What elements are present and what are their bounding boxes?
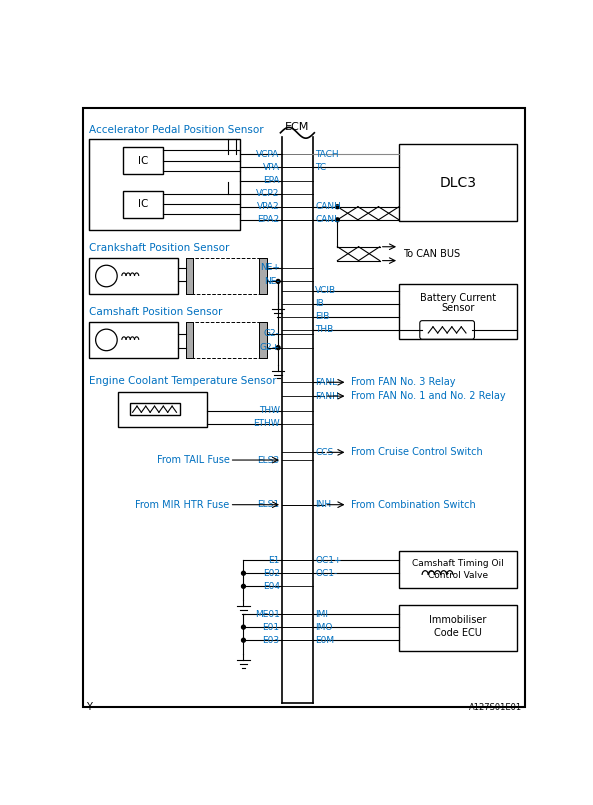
Text: IMO: IMO — [315, 622, 333, 632]
Text: TC: TC — [315, 163, 326, 172]
Text: E04: E04 — [263, 582, 280, 591]
FancyBboxPatch shape — [90, 322, 178, 357]
Text: From MIR HTR Fuse: From MIR HTR Fuse — [135, 500, 229, 510]
Text: E01: E01 — [263, 622, 280, 632]
Text: EPA: EPA — [263, 176, 280, 185]
Text: IMI: IMI — [315, 609, 328, 618]
Bar — [186, 258, 267, 294]
Text: EIB: EIB — [315, 312, 330, 321]
Circle shape — [336, 204, 339, 208]
Text: From Combination Switch: From Combination Switch — [351, 500, 476, 510]
Text: FANH: FANH — [315, 391, 339, 401]
Circle shape — [276, 345, 280, 349]
Text: Sensor: Sensor — [441, 303, 474, 313]
Text: ECM: ECM — [285, 122, 310, 132]
Text: IC: IC — [138, 200, 149, 209]
Text: VCIB: VCIB — [315, 286, 336, 295]
FancyBboxPatch shape — [399, 551, 517, 588]
Text: CANL: CANL — [315, 215, 339, 225]
Text: DLC3: DLC3 — [439, 175, 476, 190]
Text: A127S01E01: A127S01E01 — [469, 703, 522, 712]
Circle shape — [95, 265, 117, 287]
Text: VPA2: VPA2 — [257, 202, 280, 211]
FancyBboxPatch shape — [90, 139, 240, 229]
FancyBboxPatch shape — [90, 258, 178, 294]
Text: ELS3: ELS3 — [257, 456, 280, 464]
Text: From FAN No. 1 and No. 2 Relay: From FAN No. 1 and No. 2 Relay — [351, 391, 506, 401]
Text: INH: INH — [315, 500, 331, 510]
Text: E0M: E0M — [315, 636, 334, 645]
Circle shape — [336, 218, 339, 221]
FancyBboxPatch shape — [420, 320, 474, 339]
FancyBboxPatch shape — [118, 391, 206, 427]
Text: E1: E1 — [268, 555, 280, 564]
FancyBboxPatch shape — [123, 147, 164, 175]
Text: Battery Current: Battery Current — [420, 292, 496, 303]
Text: ELS1: ELS1 — [257, 500, 280, 510]
Circle shape — [241, 584, 246, 588]
Bar — [186, 322, 267, 357]
Text: CANH: CANH — [315, 202, 341, 211]
Text: From Cruise Control Switch: From Cruise Control Switch — [351, 448, 483, 457]
Text: VCPA: VCPA — [256, 150, 280, 159]
Text: OC1+: OC1+ — [315, 555, 342, 564]
Circle shape — [241, 572, 246, 575]
Text: From TAIL Fuse: From TAIL Fuse — [157, 455, 229, 465]
Text: OC1-: OC1- — [315, 568, 337, 578]
Text: NE+: NE+ — [260, 263, 280, 272]
Text: E02: E02 — [263, 568, 280, 578]
FancyBboxPatch shape — [123, 191, 164, 218]
Bar — [186, 258, 193, 294]
Text: Camshaft Timing Oil: Camshaft Timing Oil — [412, 559, 504, 568]
Text: IB: IB — [315, 299, 324, 308]
Text: Camshaft Position Sensor: Camshaft Position Sensor — [90, 308, 223, 317]
Text: Code ECU: Code ECU — [434, 628, 482, 638]
Bar — [186, 322, 193, 357]
Text: Accelerator Pedal Position Sensor: Accelerator Pedal Position Sensor — [90, 125, 264, 134]
FancyBboxPatch shape — [399, 283, 517, 339]
Text: THW: THW — [259, 407, 280, 415]
Text: To CAN BUS: To CAN BUS — [403, 249, 460, 258]
Text: CCS: CCS — [315, 448, 333, 457]
FancyBboxPatch shape — [83, 108, 525, 708]
Text: THB: THB — [315, 325, 333, 334]
FancyBboxPatch shape — [399, 605, 517, 651]
Text: G2+: G2+ — [260, 343, 280, 352]
Circle shape — [241, 638, 246, 642]
Bar — [259, 322, 267, 357]
Text: EPA2: EPA2 — [257, 215, 280, 225]
Text: NE-: NE- — [264, 277, 280, 286]
Text: G2-: G2- — [264, 329, 280, 338]
Text: VPA: VPA — [263, 163, 280, 172]
Text: VCP2: VCP2 — [256, 189, 280, 198]
Text: ME01: ME01 — [255, 609, 280, 618]
Text: Control Valve: Control Valve — [428, 571, 488, 580]
Circle shape — [95, 329, 117, 351]
Text: From FAN No. 3 Relay: From FAN No. 3 Relay — [351, 378, 456, 387]
Text: Immobiliser: Immobiliser — [429, 615, 487, 625]
Text: ETHW: ETHW — [253, 419, 280, 428]
Text: Crankshaft Position Sensor: Crankshaft Position Sensor — [90, 243, 230, 254]
FancyBboxPatch shape — [399, 144, 517, 221]
Text: E03: E03 — [263, 636, 280, 645]
FancyBboxPatch shape — [129, 403, 180, 415]
Text: TACH: TACH — [315, 150, 339, 159]
Text: IC: IC — [138, 155, 149, 166]
Text: Y: Y — [87, 702, 93, 712]
Circle shape — [241, 625, 246, 629]
Circle shape — [276, 279, 280, 283]
Bar — [259, 258, 267, 294]
Text: FANL: FANL — [315, 378, 337, 386]
Text: Engine Coolant Temperature Sensor: Engine Coolant Temperature Sensor — [90, 377, 277, 386]
